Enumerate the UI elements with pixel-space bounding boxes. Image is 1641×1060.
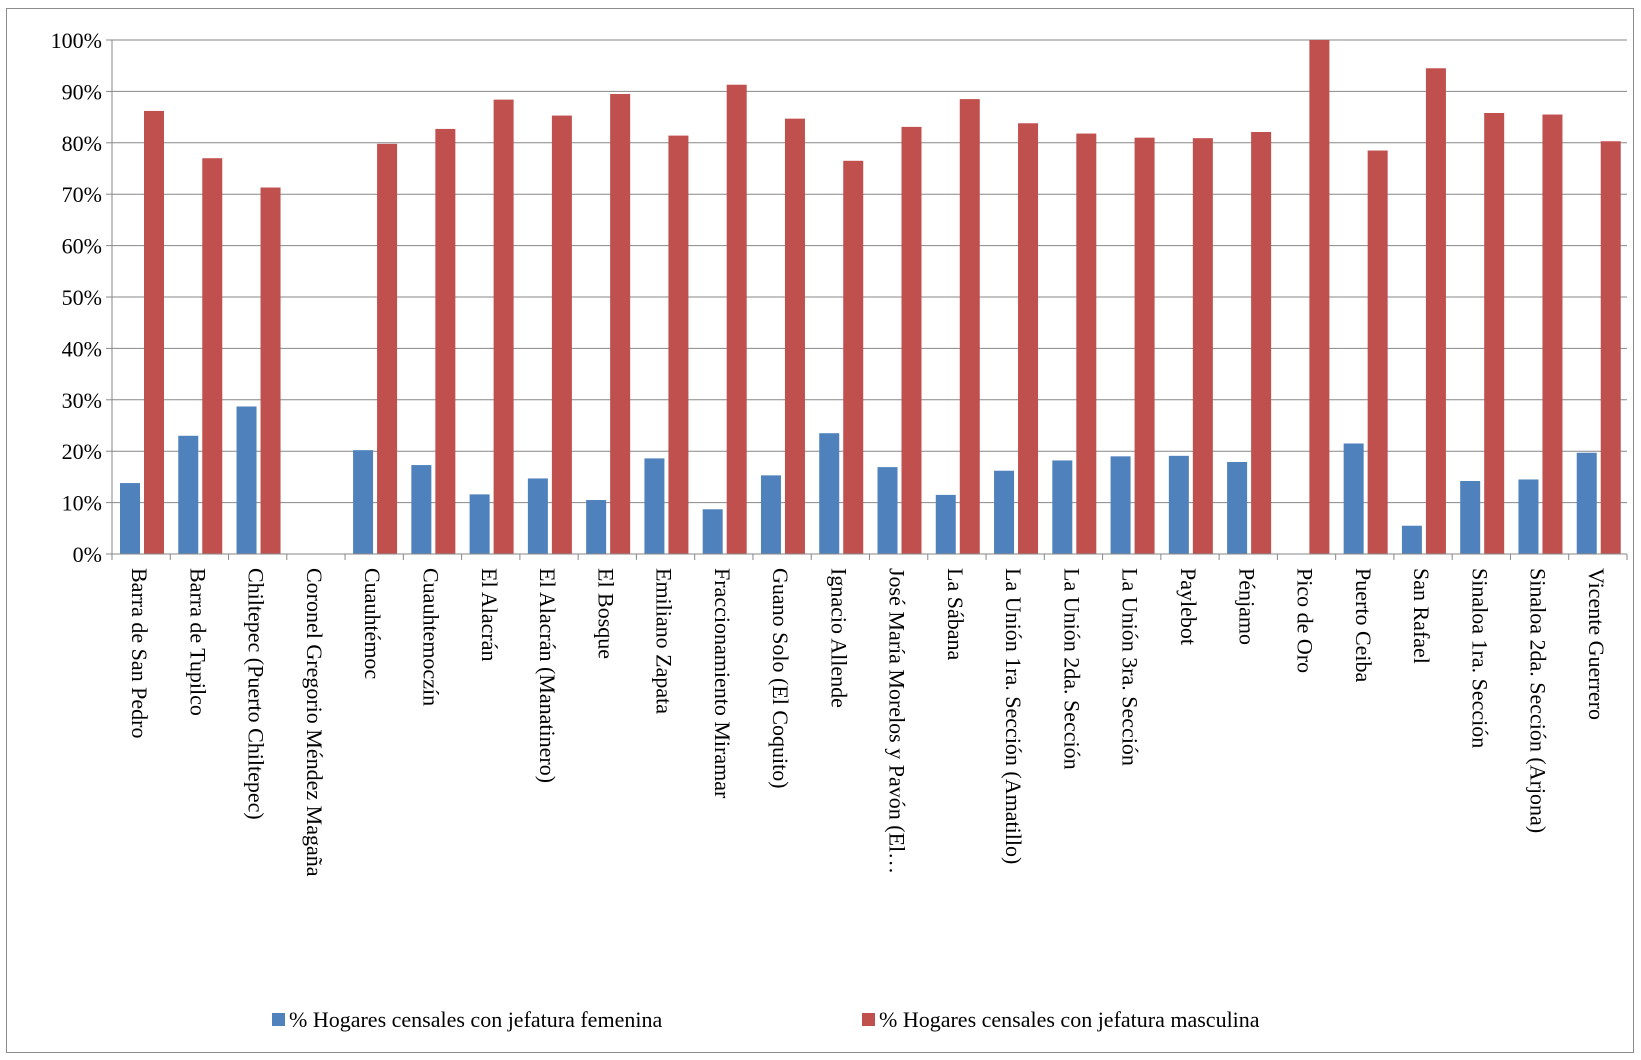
bar-masculina — [1425, 68, 1446, 555]
bar-masculina — [668, 135, 689, 554]
bar-femenina — [877, 467, 898, 554]
bar-femenina — [644, 458, 665, 554]
bar-masculina — [959, 99, 980, 555]
y-tick-label: 0% — [73, 542, 102, 567]
legend-label: % Hogares censales con jefatura femenina — [289, 1007, 662, 1032]
x-tick-label: Ignacio Allende — [826, 568, 851, 708]
bar-masculina — [144, 110, 164, 554]
bar-masculina — [1367, 150, 1388, 554]
x-tick-label: Guano Solo (El Coquito) — [768, 568, 793, 789]
bar-femenina — [411, 465, 432, 554]
x-tick-label: Puerto Ceiba — [1351, 568, 1376, 682]
x-tick-label: Emiliano Zapata — [652, 568, 677, 714]
bar-masculina — [1600, 141, 1621, 554]
bar-masculina — [435, 128, 456, 554]
y-tick-label: 40% — [62, 336, 102, 361]
bar-masculina — [1134, 137, 1155, 554]
x-tick-label: El Alacrán — [477, 568, 502, 661]
x-tick-label: Vicente Guerrero — [1584, 568, 1609, 720]
y-tick-label: 10% — [62, 491, 102, 516]
y-tick-label: 100% — [51, 28, 102, 53]
x-tick-label: El Alacrán (Manatinero) — [535, 568, 560, 783]
bar-masculina — [901, 126, 922, 554]
bar-femenina — [1401, 525, 1422, 554]
x-tick-label: La Unión 1ra. Sección (Amatillo) — [1001, 568, 1026, 864]
x-tick-label: Cuauhtémoc — [360, 568, 385, 679]
bar-masculina — [1309, 40, 1330, 554]
bar-femenina — [702, 509, 723, 554]
y-tick-label: 20% — [62, 439, 102, 464]
legend-swatch — [272, 1013, 285, 1026]
bar-femenina — [1168, 455, 1189, 554]
bar-femenina — [1576, 452, 1597, 554]
x-tick-label: Sinaloa 2da. Sección (Arjona) — [1526, 568, 1551, 833]
bar-femenina — [1518, 479, 1539, 554]
bars — [120, 40, 1621, 555]
bar-masculina — [260, 187, 281, 554]
y-tick-label: 50% — [62, 285, 102, 310]
y-tick-label: 30% — [62, 388, 102, 413]
x-tick-label: El Bosque — [593, 568, 618, 659]
x-tick-label: Paylebot — [1176, 568, 1201, 645]
bar-femenina — [1052, 460, 1073, 554]
bar-femenina — [120, 483, 140, 554]
x-axis-tick-labels: Barra de San Pedro Barra de Tupilco Chilte… — [127, 568, 1609, 877]
bar-femenina — [1343, 443, 1364, 554]
bar-femenina — [994, 470, 1015, 554]
bar-masculina — [610, 93, 631, 554]
bar-masculina — [1484, 112, 1505, 554]
gridlines — [106, 39, 1627, 555]
bar-masculina — [843, 160, 864, 555]
legend-label: % Hogares censales con jefatura masculin… — [879, 1007, 1260, 1032]
bar-masculina — [1192, 138, 1213, 554]
legend-swatch — [862, 1013, 875, 1026]
bar-femenina — [527, 478, 548, 554]
y-tick-label: 80% — [62, 131, 102, 156]
x-tick-label: Pénjamo — [1234, 568, 1259, 645]
bar-femenina — [236, 406, 257, 554]
bar-femenina — [1227, 461, 1248, 554]
y-axis-tick-labels: 0% 10% 20% 30% 40% 50% 60% 70% 80% 90% 100% — [51, 28, 102, 567]
x-tick-label: Sinaloa 1ra. Sección — [1467, 568, 1492, 748]
bar-femenina — [760, 475, 781, 554]
x-tick-label: Coronel Gregorio Méndez Magaña — [302, 568, 327, 877]
x-tick-label: La Unión 3ra. Sección — [1118, 568, 1143, 766]
bar-masculina — [202, 158, 223, 554]
x-tick-label: Cuauhtemoczín — [418, 568, 443, 706]
bar-masculina — [551, 115, 572, 555]
x-tick-label: Barra de San Pedro — [127, 568, 152, 738]
bar-masculina — [377, 143, 398, 554]
axes — [111, 40, 1628, 560]
x-tick-label: José María Morelos y Pavón (El… — [885, 568, 910, 874]
bar-femenina — [819, 433, 840, 554]
x-tick-label: Barra de Tupilco — [185, 568, 210, 716]
x-tick-label: La Unión 2da. Sección — [1059, 568, 1084, 770]
x-tick-label: San Rafael — [1409, 568, 1434, 664]
bar-femenina — [586, 500, 607, 554]
y-tick-label: 90% — [62, 79, 102, 104]
bar-femenina — [178, 435, 199, 554]
bar-masculina — [493, 99, 514, 555]
bar-masculina — [1076, 133, 1097, 554]
bar-masculina — [784, 118, 805, 554]
bar-masculina — [1251, 132, 1272, 555]
y-tick-label: 70% — [62, 182, 102, 207]
bar-masculina — [1542, 114, 1563, 554]
bar-masculina — [1018, 123, 1039, 554]
bar-femenina — [1110, 456, 1131, 554]
bar-femenina — [1460, 481, 1481, 554]
bar-femenina — [935, 494, 956, 554]
x-tick-label: Fraccionamiento Miramar — [710, 568, 735, 799]
x-tick-label: Pico de Oro — [1293, 568, 1318, 673]
x-tick-label: Chiltepec (Puerto Chiltepec) — [244, 568, 269, 820]
bar-masculina — [726, 84, 747, 554]
bar-femenina — [469, 494, 490, 554]
x-tick-label: La Sábana — [943, 568, 968, 660]
legend: % Hogares censales con jefatura femenina… — [272, 1007, 1260, 1032]
bar-femenina — [353, 450, 374, 554]
y-tick-label: 60% — [62, 234, 102, 259]
